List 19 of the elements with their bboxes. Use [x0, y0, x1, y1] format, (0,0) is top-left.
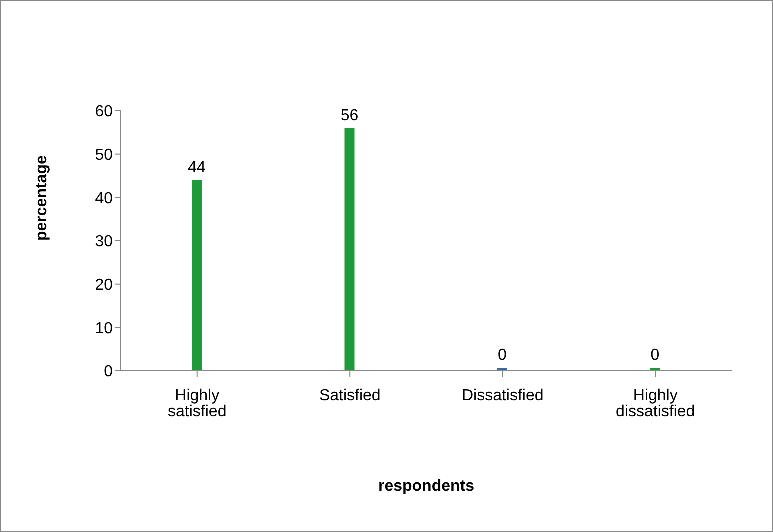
y-tick-label: 30	[95, 234, 114, 251]
data-label: 0	[650, 347, 660, 364]
y-tick-label: 0	[104, 364, 114, 381]
x-tick-label: Highly dissatisfied	[616, 387, 696, 420]
y-tick-label: 40	[95, 190, 114, 208]
y-axis-title: percentage	[34, 156, 51, 241]
x-tick-label: Highly satisfied	[168, 387, 227, 420]
data-label: 0	[498, 347, 508, 364]
y-tick-label: 20	[95, 277, 114, 294]
data-label: 44	[188, 159, 206, 176]
y-tick-label: 60	[95, 104, 114, 121]
x-tick-label: Dissatisfied	[462, 387, 544, 404]
y-tick-label: 10	[95, 320, 114, 338]
y-tick-label: 50	[95, 147, 114, 164]
x-tick-label: Satisfied	[319, 387, 381, 404]
data-label: 56	[340, 107, 359, 124]
bar	[192, 180, 202, 371]
bar	[344, 128, 355, 371]
x-axis-title: respondents	[378, 478, 475, 495]
